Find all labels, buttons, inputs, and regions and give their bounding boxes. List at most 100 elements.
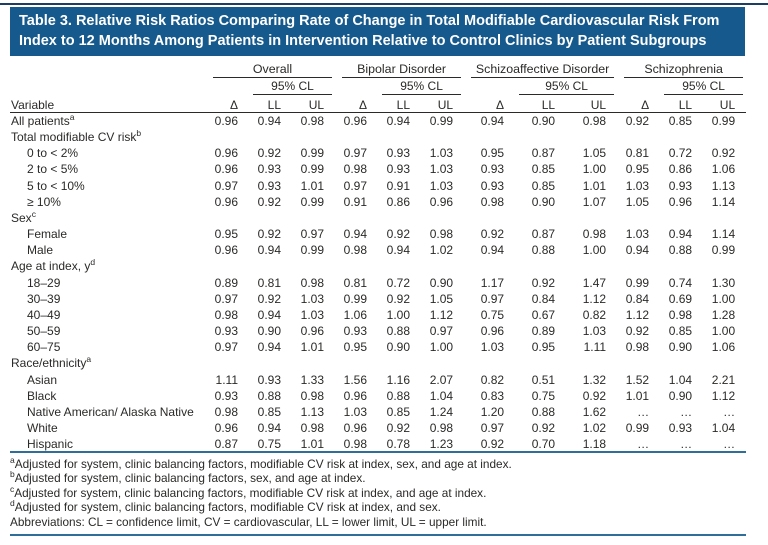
value-cell: 0.99 (429, 114, 454, 128)
value-cell: 0.92 (386, 420, 411, 435)
value-cell: 0.96 (214, 420, 238, 435)
value-cell: 0.88 (386, 388, 411, 403)
value-cell: 0.97 (214, 178, 238, 193)
value-cell: … (680, 437, 693, 452)
row-label: Native American/ Alaska Native (27, 404, 194, 419)
row-label: 5 to < 10% (27, 178, 85, 193)
value-cell: 0.98 (300, 114, 325, 128)
variable-column-header: Variable (10, 95, 206, 113)
data-row: 40–49 0.98 0.94 1.03 1.06 1.00 1.12 0.75 0.67 0.8… (10, 307, 746, 323)
value-cell: 0.97 (480, 291, 505, 306)
value-cell: 0.99 (300, 243, 325, 258)
value-cell: 0.92 (625, 114, 650, 128)
value-cell: 1.62 (582, 404, 607, 419)
value-cell: 0.88 (257, 388, 281, 403)
data-row: White 0.96 0.94 0.98 0.96 0.92 0.98 0.97 0.92 1.0… (10, 420, 746, 436)
value-cell: 0.93 (668, 420, 693, 435)
value-cell: 1.03 (625, 178, 650, 193)
data-row: All patientsa 0.96 0.94 0.98 0.96 0.94 0.99 0.9… (10, 113, 746, 130)
table-title: Table 3. Relative Risk Ratios Comparing … (19, 13, 720, 49)
value-cell: 0.88 (386, 324, 411, 339)
value-cell: 0.88 (531, 243, 556, 258)
value-cell: 0.85 (668, 324, 693, 339)
row-label: Female (27, 227, 68, 242)
value-cell: 0.90 (386, 340, 411, 355)
table-title-banner: Table 3. Relative Risk Ratios Comparing … (10, 7, 745, 56)
row-label: 18–29 (27, 275, 61, 290)
row-label: 40–49 (27, 307, 61, 322)
value-cell: 0.97 (343, 146, 368, 161)
cl-header-schizophrenia: 95% CL (660, 78, 746, 95)
value-cell: 1.33 (300, 372, 325, 387)
section-header-row: Sexc (10, 210, 746, 226)
group-header-schizoaffective: Schizoaffective Disorder (464, 59, 617, 78)
value-cell: 1.11 (215, 372, 238, 387)
value-cell: 0.90 (668, 388, 693, 403)
value-cell: 1.17 (480, 275, 505, 290)
value-cell: 0.96 (343, 388, 368, 403)
row-label: 50–59 (27, 324, 61, 339)
value-cell: 0.99 (300, 194, 325, 209)
value-cell: 0.87 (531, 227, 556, 242)
section-header-row: Race/ethnicitya (10, 355, 746, 371)
value-cell: 0.83 (480, 388, 505, 403)
value-cell: 1.23 (429, 437, 454, 452)
value-cell: 0.92 (257, 146, 281, 161)
value-cell: 0.98 (300, 275, 325, 290)
value-cell: 0.98 (668, 307, 693, 322)
value-cell: 1.12 (625, 307, 650, 322)
value-cell: 2.07 (429, 372, 454, 387)
value-cell: 0.98 (300, 388, 325, 403)
cl-label: 95% CL (253, 79, 333, 95)
value-cell: 1.13 (300, 404, 325, 419)
value-cell: 0.92 (386, 291, 411, 306)
value-cell: 0.99 (711, 243, 736, 258)
value-cell: 0.92 (625, 324, 650, 339)
value-cell: 0.85 (531, 178, 556, 193)
value-cell: 0.75 (480, 307, 505, 322)
value-cell: 0.51 (531, 372, 556, 387)
value-cell: 0.75 (531, 388, 556, 403)
value-cell: 0.93 (668, 178, 693, 193)
value-cell: 0.99 (625, 420, 650, 435)
value-cell: 1.18 (582, 437, 607, 452)
value-cell: 0.98 (582, 227, 607, 242)
value-cell: 1.00 (711, 324, 736, 339)
row-label: 30–39 (27, 291, 61, 306)
footnote-line: dAdjusted for system, clinic balancing f… (10, 498, 441, 515)
value-cell: 0.90 (429, 275, 454, 290)
value-cell: 1.20 (480, 404, 505, 419)
value-cell: 0.98 (582, 114, 607, 128)
section-header-row: Total modifiable CV riskb (10, 129, 746, 145)
value-cell: 0.94 (257, 420, 281, 435)
row-label: Black (27, 388, 57, 403)
data-row: 2 to < 5% 0.96 0.93 0.99 0.98 0.93 1.03 0.93 0.8… (10, 161, 746, 177)
value-cell: 1.03 (582, 324, 607, 339)
value-cell: 2.21 (711, 372, 736, 387)
value-cell: 0.93 (257, 162, 281, 177)
value-cell: 0.96 (214, 243, 238, 258)
value-cell: 0.85 (531, 162, 556, 177)
value-cell: 1.02 (429, 243, 454, 258)
value-cell: 1.05 (429, 291, 454, 306)
value-cell: 1.13 (711, 178, 736, 193)
cl-header-row: 95% CL 95% CL 95% CL 95% CL (10, 78, 746, 95)
row-label: Male (27, 243, 54, 258)
data-row: Male 0.96 0.94 0.99 0.98 0.94 1.02 0.94 0.88 1.00… (10, 242, 746, 258)
value-cell: 0.94 (386, 114, 411, 128)
value-cell: 0.98 (429, 420, 454, 435)
value-cell: 0.94 (386, 243, 411, 258)
value-cell: 0.90 (257, 324, 281, 339)
value-cell: … (723, 437, 736, 452)
group-header-spacer (10, 59, 206, 78)
value-cell: 0.94 (480, 243, 505, 258)
value-cell: 1.30 (711, 275, 736, 290)
value-cell: 0.97 (300, 227, 325, 242)
value-cell: 0.99 (300, 146, 325, 161)
value-cell: 0.82 (480, 372, 505, 387)
value-cell: 0.93 (480, 178, 505, 193)
cl-header-bipolar: 95% CL (378, 78, 464, 95)
data-row: 50–59 0.93 0.90 0.96 0.93 0.88 0.97 0.96 0.89 1.0… (10, 323, 746, 339)
group-label: Schizophrenia (624, 62, 744, 78)
section-header-row: Age at index, yd (10, 258, 746, 274)
